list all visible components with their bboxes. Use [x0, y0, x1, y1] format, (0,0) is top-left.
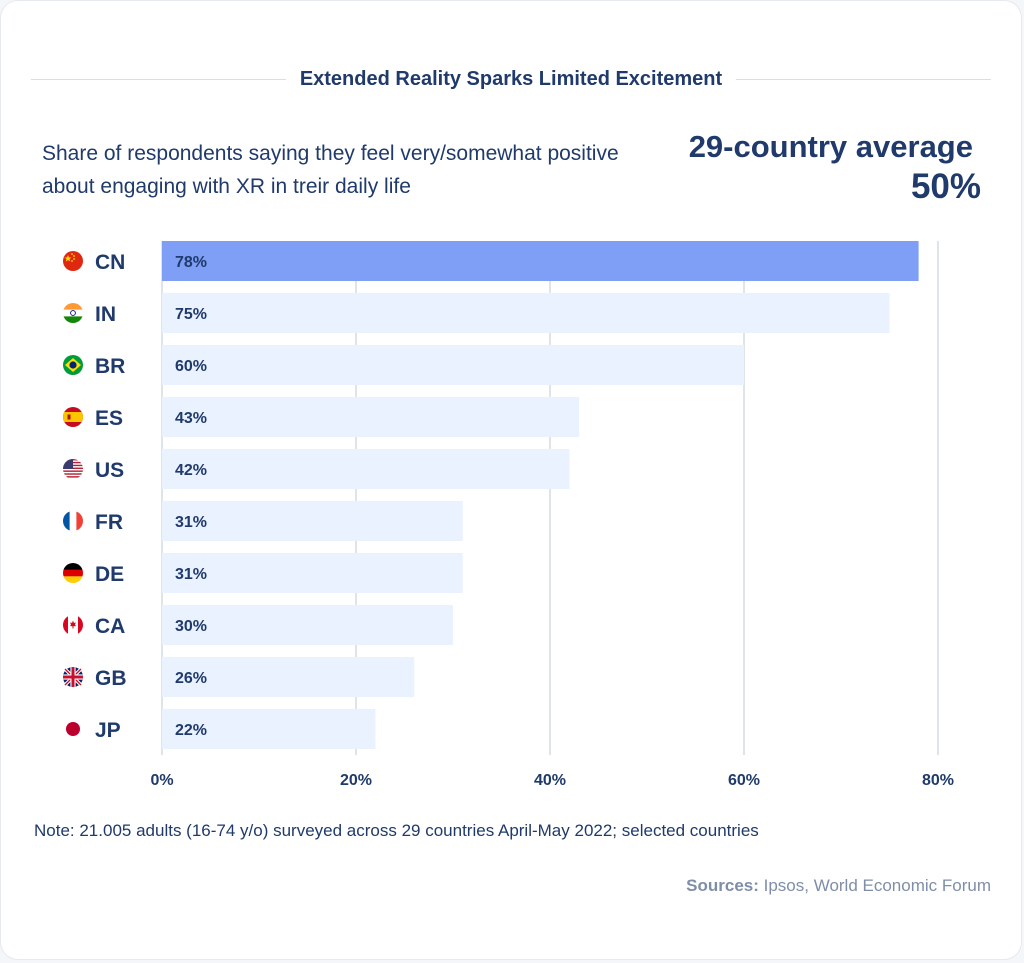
category-label: CA	[95, 615, 125, 638]
category-label: BR	[95, 355, 125, 378]
bar-value-label: 42%	[175, 462, 207, 479]
bar-us	[162, 449, 570, 489]
category-label: GB	[95, 667, 127, 690]
category-label: DE	[95, 563, 124, 586]
footnote: Note: 21.005 adults (16-74 y/o) surveyed…	[34, 821, 759, 840]
x-tick-label: 60%	[728, 772, 760, 789]
x-tick-label: 80%	[922, 772, 954, 789]
category-label: IN	[95, 303, 116, 326]
flag-uk-icon	[63, 667, 83, 687]
x-tick-label: 0%	[150, 772, 173, 789]
bar-value-label: 60%	[175, 358, 207, 375]
flag-china-icon	[63, 251, 83, 271]
flag-france-icon	[63, 511, 83, 531]
flag-germany-icon	[63, 563, 83, 583]
title-rule-right	[736, 78, 991, 80]
bar-chart: 78% CN 75% IN 60% BR 43% ES 42% US 31% FR 31% DE 30% CA…	[63, 241, 954, 789]
bar-de	[162, 553, 463, 593]
bar-value-label: 43%	[175, 410, 207, 427]
bar-value-label: 22%	[175, 722, 207, 739]
chart-title: Extended Reality Sparks Limited Exciteme…	[299, 67, 723, 90]
bar-in	[162, 293, 890, 333]
bar-value-label: 30%	[175, 618, 207, 635]
title-row: Extended Reality Sparks Limited Exciteme…	[31, 67, 991, 91]
chart-subtitle: Share of respondents saying they feel ve…	[42, 142, 619, 198]
average-label: 29-country average	[688, 129, 973, 164]
flag-spain-icon	[63, 407, 83, 427]
category-label: CN	[95, 251, 125, 274]
bar-value-label: 75%	[175, 306, 207, 323]
bar-jp	[162, 709, 376, 749]
flag-usa-icon	[63, 459, 83, 479]
category-label: ES	[95, 407, 123, 430]
bar-value-label: 78%	[175, 254, 207, 271]
flag-canada-icon	[63, 615, 83, 635]
sources-text: Ipsos, World Economic Forum	[763, 876, 991, 895]
category-label: JP	[95, 719, 121, 742]
x-tick-label: 20%	[340, 772, 372, 789]
average-value: 50%	[910, 167, 981, 206]
bar-gb	[162, 657, 415, 697]
x-tick-label: 40%	[534, 772, 566, 789]
flag-brazil-icon	[63, 355, 83, 375]
category-label: US	[95, 459, 124, 482]
flag-india-icon	[63, 303, 83, 323]
bar-es	[162, 397, 580, 437]
flag-japan-icon	[63, 719, 83, 739]
bar-cn	[162, 241, 919, 281]
bar-br	[162, 345, 744, 385]
bar-fr	[162, 501, 463, 541]
bar-value-label: 31%	[175, 514, 207, 531]
bar-value-label: 26%	[175, 670, 207, 687]
bar-ca	[162, 605, 453, 645]
bar-value-label: 31%	[175, 566, 207, 583]
sources-label: Sources:	[686, 876, 759, 895]
sources: Sources: Ipsos, World Economic Forum	[686, 876, 991, 896]
category-label: FR	[95, 511, 123, 534]
title-rule-left	[31, 78, 286, 80]
